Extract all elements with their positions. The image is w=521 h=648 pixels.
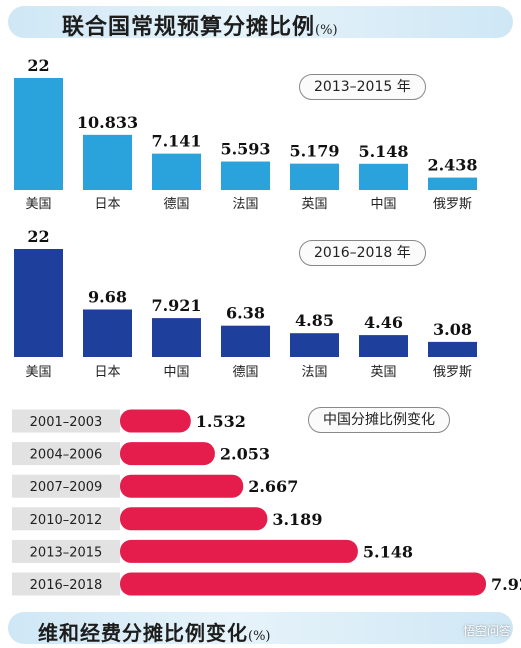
china-value-2: 2.667 xyxy=(248,477,298,496)
period-row-4 xyxy=(12,539,120,563)
category-label-p1-4: 英国 xyxy=(301,197,327,212)
period-row-5 xyxy=(12,572,120,596)
bar-p2-4 xyxy=(290,333,339,357)
watermark: 悟空问答 xyxy=(462,624,511,638)
period-label-2013-2015: 2013–2015 年 xyxy=(299,74,426,100)
china-value-4: 5.148 xyxy=(363,542,413,561)
category-label-p1-1: 日本 xyxy=(94,197,120,212)
category-label-p1-6: 俄罗斯 xyxy=(433,197,472,212)
bar-p2-0 xyxy=(14,249,63,357)
china-bar-0 xyxy=(120,409,191,433)
category-label-p2-6: 俄罗斯 xyxy=(433,365,472,380)
category-label-p1-2: 德国 xyxy=(163,197,189,212)
category-label-p2-5: 英国 xyxy=(370,365,396,380)
china-bar-2 xyxy=(120,474,244,498)
page-title: 联合国常规预算分摊比例(%) xyxy=(62,14,338,40)
category-label-p1-3: 法国 xyxy=(232,197,258,212)
category-label-p2-0: 美国 xyxy=(25,365,51,380)
footer-banner xyxy=(8,612,513,644)
period-label-0: 2001–2003 xyxy=(30,415,103,430)
period-label-4: 2013–2015 xyxy=(30,545,103,560)
bar-p1-1 xyxy=(83,134,132,190)
bar-p2-5 xyxy=(359,335,408,357)
period-label-2016-2018: 2016–2018 年 xyxy=(299,240,426,266)
bar-p1-5 xyxy=(359,163,408,190)
period-row-2 xyxy=(12,474,120,498)
china-chart-title: 中国分摊比例变化 xyxy=(308,407,450,433)
value-label-p1-1: 10.833 xyxy=(77,113,138,132)
value-label-p2-0: 22 xyxy=(27,227,49,246)
bar-p1-3 xyxy=(221,161,270,190)
period-label-5: 2016–2018 xyxy=(30,578,103,593)
category-label-p1-5: 中国 xyxy=(370,197,396,212)
period-label-3: 2010–2012 xyxy=(30,513,103,528)
bar-p2-1 xyxy=(83,309,132,357)
category-label-p2-2: 中国 xyxy=(163,365,189,380)
category-label-p1-0: 美国 xyxy=(25,197,51,212)
value-label-p1-5: 5.148 xyxy=(358,142,408,161)
value-label-p1-2: 7.141 xyxy=(151,132,201,151)
title-unit: (%) xyxy=(315,23,338,38)
bar-p2-3 xyxy=(221,325,270,357)
value-label-p2-1: 9.68 xyxy=(88,287,127,306)
china-value-5: 7.921 xyxy=(491,575,521,594)
value-label-p2-6: 3.08 xyxy=(433,320,472,339)
header-banner xyxy=(8,6,513,38)
bar-p1-2 xyxy=(152,153,201,190)
value-label-p1-0: 22 xyxy=(27,56,49,75)
period-label-1: 2004–2006 xyxy=(30,448,103,463)
bar-p1-6 xyxy=(428,177,477,190)
china-bar-5 xyxy=(120,572,486,596)
bar-p2-6 xyxy=(428,341,477,357)
value-label-p2-5: 4.46 xyxy=(364,313,403,332)
footer-unit: (%) xyxy=(248,629,271,644)
category-label-p2-3: 德国 xyxy=(232,365,258,380)
category-label-p2-4: 法国 xyxy=(301,365,327,380)
value-label-p2-3: 6.38 xyxy=(226,304,265,323)
footer-title: 维和经费分摊比例变化(%) xyxy=(38,621,271,645)
category-label-p2-1: 日本 xyxy=(94,365,120,380)
value-label-p1-6: 2.438 xyxy=(427,156,477,175)
bar-p1-4 xyxy=(290,163,339,190)
china-bar-1 xyxy=(120,442,215,466)
china-bar-3 xyxy=(120,507,268,531)
value-label-p1-3: 5.593 xyxy=(220,140,270,159)
china-bar-4 xyxy=(120,539,358,563)
period-row-0 xyxy=(12,409,120,433)
china-value-0: 1.532 xyxy=(196,412,246,431)
value-label-p2-4: 4.85 xyxy=(295,311,334,330)
period-row-3 xyxy=(12,507,120,531)
bar-p1-0 xyxy=(14,78,63,190)
period-label-2: 2007–2009 xyxy=(30,480,103,495)
value-label-p2-2: 7.921 xyxy=(151,296,201,315)
value-label-p1-4: 5.179 xyxy=(289,142,339,161)
china-value-1: 2.053 xyxy=(220,445,270,464)
bar-p2-2 xyxy=(152,318,201,357)
period-row-1 xyxy=(12,442,120,466)
china-value-3: 3.189 xyxy=(272,510,322,529)
